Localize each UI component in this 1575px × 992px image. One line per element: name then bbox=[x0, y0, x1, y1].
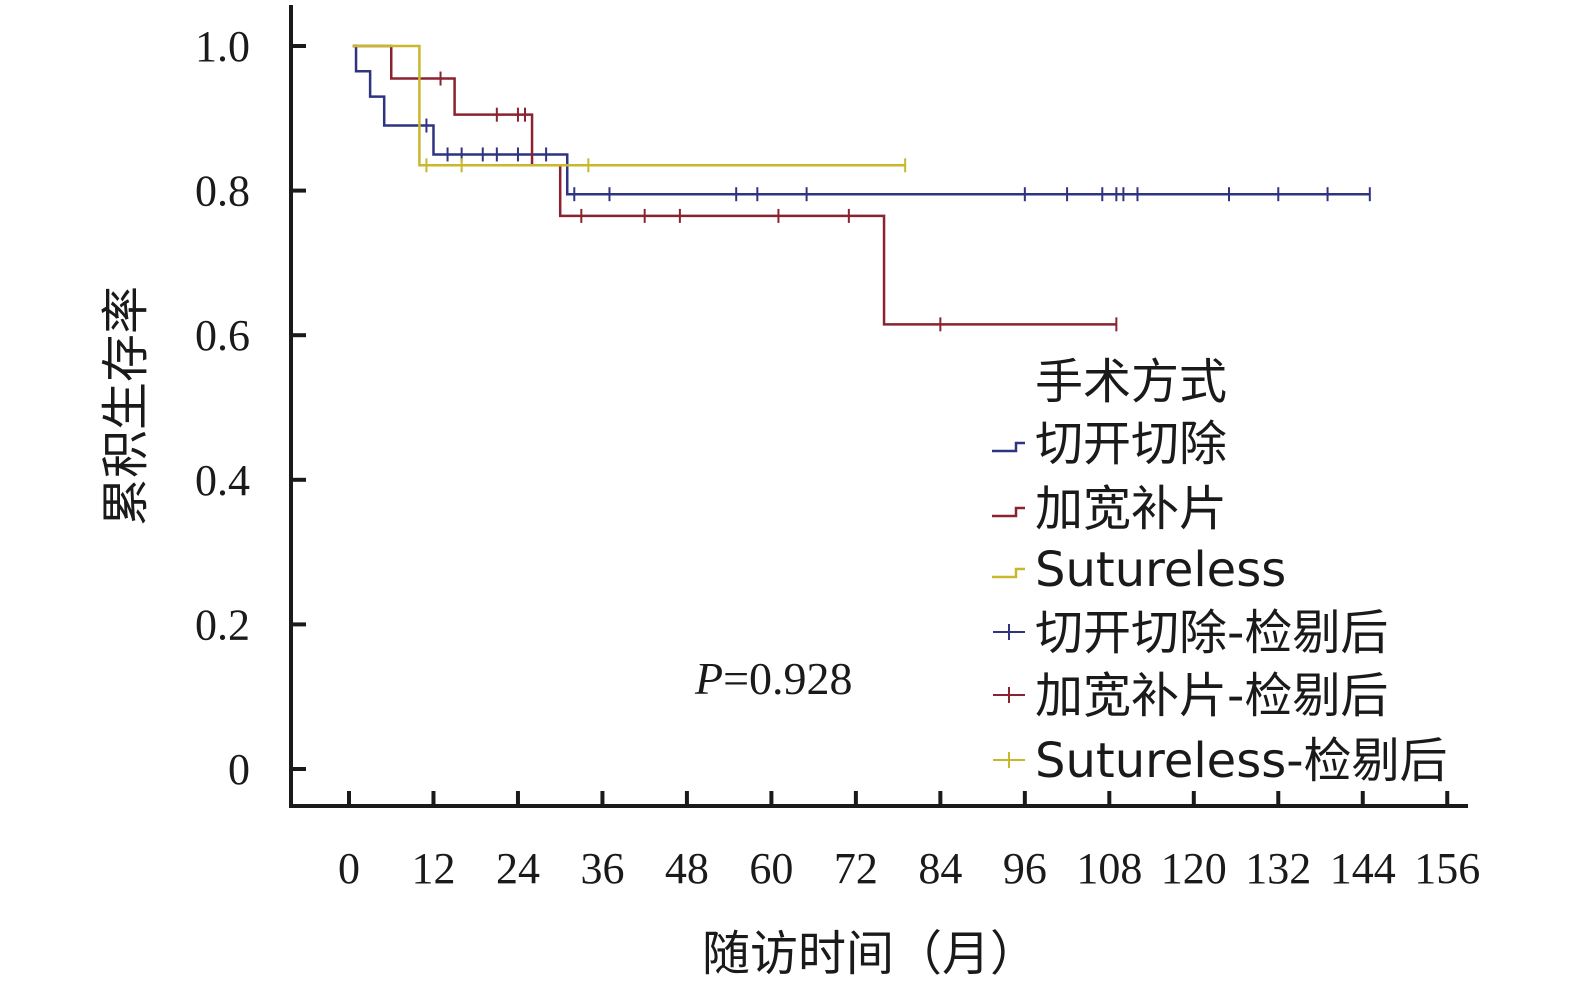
legend-item: 加宽补片 bbox=[992, 481, 1227, 537]
p-value-annotation: P=0.928 bbox=[694, 653, 853, 704]
legend-label: 切开切除-检剔后 bbox=[1035, 605, 1388, 661]
legend-label: 加宽补片-检剔后 bbox=[1035, 668, 1388, 724]
y-tick-label: 1.0 bbox=[195, 22, 250, 71]
plot-area: 0 0.2 0.4 0.6 0.8 1.0 0 12 24 36 48 60 72 84 96 108 120… bbox=[195, 5, 1480, 893]
y-ticks: 0 0.2 0.4 0.6 0.8 1.0 bbox=[195, 22, 306, 794]
legend-label: Sutureless-检剔后 bbox=[1035, 733, 1448, 789]
legend-title: 手术方式 bbox=[1035, 354, 1227, 410]
x-tick-label: 60 bbox=[749, 844, 793, 893]
series-layer bbox=[352, 44, 1371, 332]
x-tick-label: 12 bbox=[411, 844, 455, 893]
legend-item: 切开切除-检剔后 bbox=[993, 605, 1388, 661]
y-tick-label: 0.8 bbox=[195, 167, 250, 216]
legend-item: Sutureless bbox=[992, 542, 1286, 598]
legend-label: 切开切除 bbox=[1035, 416, 1227, 472]
x-tick-label: 96 bbox=[1003, 844, 1047, 893]
legend-item: 切开切除 bbox=[992, 416, 1227, 472]
x-axis-title: 随访时间（月） bbox=[702, 926, 1038, 982]
x-tick-label: 0 bbox=[338, 844, 360, 893]
x-ticks: 0 12 24 36 48 60 72 84 96 108 120 132 144 156 bbox=[338, 791, 1480, 893]
legend-item: Sutureless-检剔后 bbox=[993, 733, 1448, 789]
x-tick-label: 48 bbox=[665, 844, 709, 893]
y-tick-label: 0 bbox=[228, 745, 250, 794]
y-tick-label: 0.6 bbox=[195, 311, 250, 360]
x-tick-label: 72 bbox=[834, 844, 878, 893]
km-step-line bbox=[352, 44, 1117, 326]
legend-censor-swatch bbox=[993, 624, 1025, 640]
legend-label: 加宽补片 bbox=[1035, 481, 1227, 537]
x-tick-label: 120 bbox=[1161, 844, 1227, 893]
km-series-1 bbox=[352, 44, 1371, 202]
legend-step-swatch bbox=[992, 567, 1025, 579]
legend-step-swatch bbox=[992, 441, 1025, 453]
x-tick-label: 36 bbox=[580, 844, 624, 893]
km-series-3 bbox=[352, 44, 907, 173]
x-tick-label: 24 bbox=[496, 844, 540, 893]
legend-censor-swatch bbox=[993, 752, 1025, 768]
km-step-line bbox=[352, 44, 1370, 196]
x-tick-label: 156 bbox=[1414, 844, 1480, 893]
legend-label: Sutureless bbox=[1035, 542, 1286, 598]
legend-item: 加宽补片-检剔后 bbox=[993, 668, 1388, 724]
p-value-number: =0.928 bbox=[723, 653, 852, 704]
x-tick-label: 84 bbox=[918, 844, 962, 893]
p-value-symbol: P bbox=[694, 653, 723, 704]
x-tick-label: 132 bbox=[1245, 844, 1311, 893]
legend-censor-swatch bbox=[993, 687, 1025, 703]
x-tick-label: 144 bbox=[1330, 844, 1396, 893]
km-series-2 bbox=[352, 44, 1118, 332]
km-step-line bbox=[352, 44, 906, 167]
y-tick-label: 0.4 bbox=[195, 456, 250, 505]
y-axis-title: 累积生存率 bbox=[98, 286, 154, 526]
y-tick-label: 0.2 bbox=[195, 600, 250, 649]
legend-step-swatch bbox=[992, 506, 1025, 518]
x-tick-label: 108 bbox=[1076, 844, 1142, 893]
